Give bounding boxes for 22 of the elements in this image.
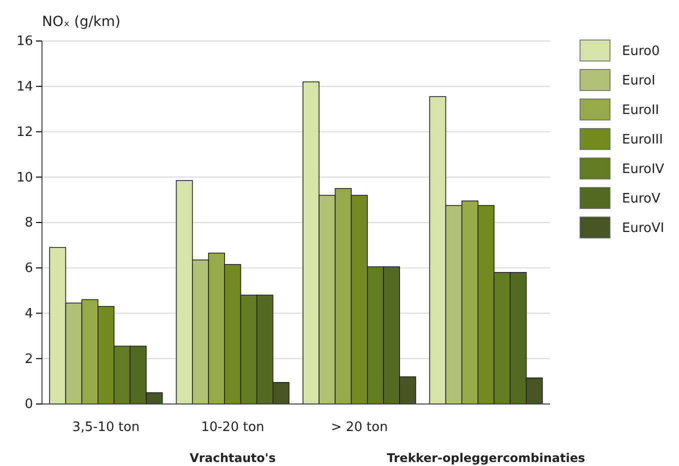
y-tick-label: 4 bbox=[24, 306, 33, 322]
legend-label: EuroIII bbox=[622, 132, 663, 148]
x-tick-label: 3,5-10 ton bbox=[72, 420, 140, 436]
legend-label: Euro0 bbox=[622, 44, 660, 59]
legend-label: EuroV bbox=[622, 192, 660, 206]
text: Trekker-opleggercombinaties bbox=[386, 451, 586, 465]
x-tick-label: > 20 ton bbox=[330, 420, 388, 436]
legend-label: EuroI bbox=[622, 74, 656, 88]
y-tick-label: 16 bbox=[16, 34, 33, 50]
y-tick-label: 0 bbox=[24, 397, 33, 412]
y-tick-label: 8 bbox=[24, 216, 33, 231]
legend-label: EuroII bbox=[622, 103, 660, 118]
legend-label: EuroVI bbox=[622, 221, 664, 236]
x-tick-label: 10-20 ton bbox=[201, 420, 264, 436]
y-tick-label: 10 bbox=[16, 170, 33, 186]
y-tick-label: 12 bbox=[16, 124, 33, 140]
y-axis-title: NOₓ (g/km) bbox=[42, 14, 120, 30]
legend-label: EuroIV bbox=[622, 162, 664, 177]
text: Vrachtauto's bbox=[190, 451, 276, 465]
y-tick-label: 2 bbox=[24, 352, 33, 367]
y-tick-label: 6 bbox=[24, 261, 33, 276]
y-tick-label: 14 bbox=[16, 80, 33, 95]
